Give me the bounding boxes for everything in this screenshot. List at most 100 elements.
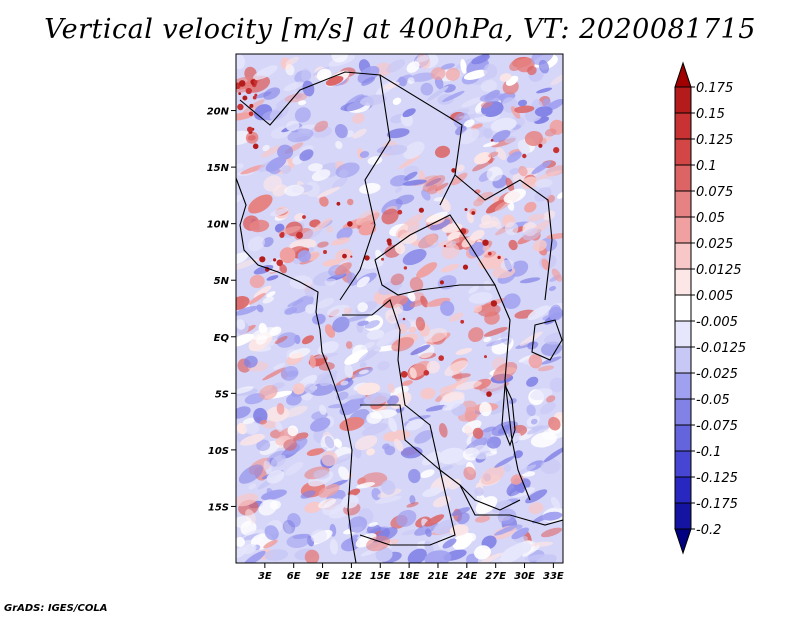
field-blob — [403, 141, 425, 160]
field-hotspot — [423, 370, 430, 376]
colorbar-segment — [674, 138, 692, 166]
colorbar-label: 0.005 — [696, 289, 733, 304]
field-blob — [484, 555, 508, 563]
colorbar-label: 0.1 — [696, 159, 717, 174]
field-blob — [488, 151, 499, 158]
field-blob — [284, 184, 305, 197]
field-blob — [283, 405, 308, 418]
field-blob — [509, 398, 517, 405]
field-hotspot — [418, 207, 424, 213]
field-blob — [352, 128, 367, 139]
grads-credit: GrADS: IGES/COLA — [4, 603, 108, 614]
field-blob — [441, 243, 460, 260]
colorbar-label: 0.175 — [696, 81, 733, 96]
field-blob — [275, 421, 283, 432]
colorbar-segment — [674, 190, 692, 218]
field-blob — [444, 360, 468, 377]
lon-tick-label: 30E — [514, 571, 535, 582]
field-blob — [455, 347, 473, 355]
field-blob — [359, 151, 370, 158]
field-blob — [260, 145, 281, 158]
field-blob — [292, 383, 306, 395]
lat-tick-label: 10N — [207, 220, 230, 231]
field-blob — [442, 399, 462, 411]
field-blob — [329, 538, 338, 555]
field-blob — [316, 297, 334, 309]
field-blob — [486, 436, 502, 449]
field-blob — [244, 422, 260, 435]
field-blob — [304, 549, 320, 563]
longitude-axis: 3E 6E 9E 12E 15E 18E 21E 24E 27E 30E 33E — [258, 563, 564, 582]
field-blob — [463, 119, 475, 128]
field-blob — [368, 522, 378, 527]
field-blob — [394, 242, 406, 255]
field-blob — [253, 264, 274, 275]
lake-victoria — [531, 319, 563, 361]
field-blob — [294, 107, 311, 123]
field-blob — [480, 79, 497, 93]
field-blob — [247, 135, 256, 141]
field-blob — [236, 319, 246, 330]
field-blob — [543, 446, 563, 463]
field-blob — [524, 130, 543, 147]
field-blob — [442, 391, 465, 403]
field-blob — [519, 542, 532, 554]
field-blob — [493, 362, 518, 381]
field-blob — [248, 483, 257, 490]
field-blob — [461, 96, 484, 108]
field-hotspot — [490, 139, 494, 142]
border-drc-east — [494, 284, 531, 501]
border-sudan — [454, 174, 553, 301]
field-blob — [479, 401, 492, 417]
field-blob — [366, 448, 376, 456]
field-blob — [236, 252, 249, 265]
field-blob — [410, 344, 431, 356]
field-blob — [488, 398, 512, 415]
field-blob — [370, 409, 398, 419]
lat-tick-label: 10S — [208, 446, 229, 457]
field-blob — [281, 165, 292, 174]
field-blob — [401, 529, 419, 536]
field-hotspot — [364, 255, 370, 261]
field-blob — [321, 450, 338, 467]
field-blob — [406, 61, 420, 73]
field-blob — [504, 221, 519, 236]
field-blob — [261, 489, 287, 501]
field-blob — [491, 216, 502, 229]
field-blob — [468, 292, 493, 304]
colorbar-label: 0.125 — [696, 133, 733, 148]
field-blob — [400, 446, 423, 459]
field-blob — [356, 276, 370, 288]
field-blob — [538, 59, 550, 74]
field-blob — [414, 54, 432, 63]
field-blob — [236, 493, 259, 507]
field-hotspot — [386, 238, 392, 244]
field-blob — [285, 63, 295, 76]
field-blob — [482, 141, 500, 148]
colorbar-segment — [674, 450, 692, 478]
field-blob — [421, 189, 431, 201]
field-blob — [440, 300, 455, 317]
field-blob — [540, 356, 562, 365]
field-blob — [272, 184, 288, 197]
field-blob — [285, 461, 304, 476]
field-blob — [472, 427, 484, 439]
field-blob — [458, 128, 480, 145]
field-blob — [425, 404, 448, 412]
field-blob — [263, 539, 278, 549]
field-blob — [408, 326, 417, 333]
field-blob — [434, 145, 451, 158]
field-blob — [531, 160, 552, 175]
field-blob — [296, 227, 323, 243]
field-blob — [236, 112, 255, 121]
colorbar-segment — [674, 294, 692, 322]
field-blob — [550, 496, 561, 510]
field-blob — [557, 191, 563, 199]
field-blob — [324, 278, 337, 286]
field-blob — [265, 156, 287, 172]
field-blob — [320, 435, 336, 451]
field-blob — [466, 532, 477, 542]
field-blob — [407, 77, 415, 85]
field-blob — [541, 258, 550, 271]
